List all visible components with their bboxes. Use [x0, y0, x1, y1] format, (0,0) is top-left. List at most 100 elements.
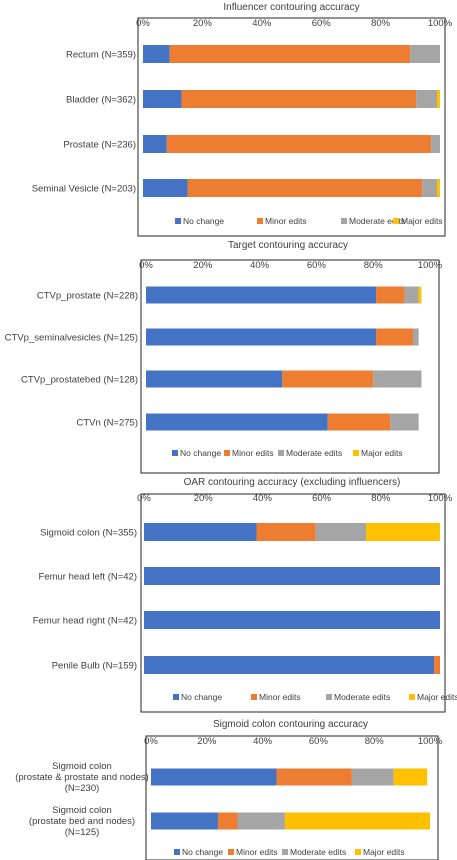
chart-2-x-tick: 0%: [139, 260, 153, 271]
chart-4-category-label: (N=125): [65, 827, 100, 838]
chart-1-bar: [437, 90, 440, 108]
chart-1-x-tick: 0%: [136, 18, 150, 29]
chart-2-bar: [373, 370, 422, 388]
chart-3-x-tick: 60%: [312, 493, 332, 504]
chart-1-bar: [169, 45, 411, 63]
chart-4-title: Sigmoid colon contouring accuracy: [213, 719, 368, 730]
chart-4-x-tick: 20%: [197, 736, 217, 747]
chart-2-category-label: CTVp_prostate (N=228): [37, 291, 138, 302]
chart-4-legend-label: Major edits: [363, 847, 405, 857]
chart-2-bar: [418, 286, 422, 304]
chart-2-bar: [404, 286, 419, 304]
chart-2-x-tick: 80%: [364, 260, 384, 271]
chart-4-category-label: (N=230): [65, 783, 100, 794]
chart-2-bar: [376, 286, 405, 304]
chart-4-category-label: (prostate bed and nodes): [29, 816, 135, 827]
chart-4-x-tick: 0%: [144, 736, 158, 747]
chart-3-legend-label: Moderate edits: [334, 692, 390, 702]
chart-4-frame: [145, 735, 439, 860]
chart-4-legend-label: Moderate edits: [290, 847, 346, 857]
chart-1-category-label: Bladder (N=362): [66, 95, 136, 106]
chart-1-bar: [143, 135, 167, 153]
chart-3-bar: [366, 523, 440, 541]
chart-2-title: Target contouring accuracy: [228, 240, 348, 251]
chart-1-legend-label: Minor edits: [265, 216, 307, 226]
chart-4-bar: [276, 768, 352, 786]
chart-2-legend-swatch: [224, 450, 230, 456]
chart-1-title: Influencer contouring accuracy: [223, 2, 359, 13]
chart-3-frame: [140, 493, 446, 713]
chart-2-bar: [327, 413, 391, 431]
chart-3-legend-label: Minor edits: [259, 692, 301, 702]
chart-2-x-tick: 40%: [250, 260, 270, 271]
chart-2-legend-label: Minor edits: [232, 448, 274, 458]
chart-1-legend-swatch: [257, 218, 263, 224]
chart-1-x-tick: 100%: [428, 18, 453, 29]
chart-4-bar: [151, 812, 218, 830]
chart-2-legend-swatch: [353, 450, 359, 456]
chart-3-category-label: Femur head right (N=42): [33, 616, 137, 627]
chart-1-x-tick: 20%: [193, 18, 213, 29]
chart-1-legend-swatch: [393, 218, 399, 224]
chart-2-bar: [390, 413, 419, 431]
chart-1-bar: [143, 179, 188, 197]
chart-1-bar: [181, 90, 417, 108]
chart-3-bar: [144, 567, 440, 585]
chart-2-frame: [140, 259, 440, 474]
chart-1-bar: [143, 45, 170, 63]
chart-4-x-tick: 40%: [253, 736, 273, 747]
chart-3-bar: [434, 656, 440, 674]
chart-3-x-tick: 40%: [253, 493, 273, 504]
chart-3-category-label: Sigmoid colon (N=355): [40, 528, 137, 539]
chart-1-category-label: Seminal Vesicle (N=203): [32, 184, 136, 195]
chart-3-category-label: Penile Bulb (N=159): [52, 661, 137, 672]
chart-3-x-tick: 20%: [194, 493, 214, 504]
chart-1-x-tick: 60%: [312, 18, 332, 29]
chart-1-bar: [187, 179, 423, 197]
chart-2-legend-label: Major edits: [361, 448, 403, 458]
chart-3-bar: [256, 523, 316, 541]
chart-1-frame: [137, 17, 446, 237]
chart-3-legend-label: No change: [181, 692, 222, 702]
chart-3-legend-swatch: [326, 694, 332, 700]
chart-1-bar: [410, 45, 440, 63]
chart-1-legend-label: Major edits: [401, 216, 443, 226]
chart-1-bar: [431, 135, 440, 153]
chart-4-legend-swatch: [282, 849, 288, 855]
chart-3-legend-swatch: [409, 694, 415, 700]
chart-2-category-label: CTVp_seminalvesicles (N=125): [5, 333, 138, 344]
chart-2-bar: [412, 328, 419, 346]
chart-1-x-tick: 40%: [252, 18, 272, 29]
chart-4-legend-label: No change: [182, 847, 223, 857]
chart-3-x-tick: 0%: [137, 493, 151, 504]
chart-1-category-label: Prostate (N=236): [63, 140, 136, 151]
chart-1-legend-swatch: [341, 218, 347, 224]
chart-2-category-label: CTVp_prostatebed (N=128): [21, 375, 138, 386]
chart-4-bar: [284, 812, 430, 830]
chart-2-bar: [376, 328, 413, 346]
chart-3-bar: [315, 523, 366, 541]
chart-4-x-tick: 60%: [309, 736, 329, 747]
chart-4-legend-swatch: [228, 849, 234, 855]
chart-3-bar: [144, 656, 435, 674]
chart-2-bar: [146, 413, 328, 431]
chart-4-category-label: (prostate & prostate and nodes): [15, 772, 149, 783]
chart-4-legend-label: Minor edits: [236, 847, 278, 857]
chart-1-legend-swatch: [175, 218, 181, 224]
chart-3-bar: [144, 523, 257, 541]
chart-4-x-tick: 80%: [365, 736, 385, 747]
chart-2-bar: [282, 370, 374, 388]
chart-1-legend-label: Moderate edits: [349, 216, 405, 226]
chart-2-bar: [146, 370, 283, 388]
chart-1-x-tick: 80%: [371, 18, 391, 29]
chart-4-x-tick: 100%: [418, 736, 443, 747]
chart-4-bar: [217, 812, 238, 830]
chart-3-title: OAR contouring accuracy (excluding influ…: [184, 477, 401, 488]
chart-2-category-label: CTVn (N=275): [76, 418, 138, 429]
chart-1-legend-label: No change: [183, 216, 224, 226]
chart-3-category-label: Femur head left (N=42): [39, 572, 137, 583]
chart-2-x-tick: 60%: [307, 260, 327, 271]
chart-2-bar: [146, 286, 377, 304]
chart-4-legend-swatch: [355, 849, 361, 855]
